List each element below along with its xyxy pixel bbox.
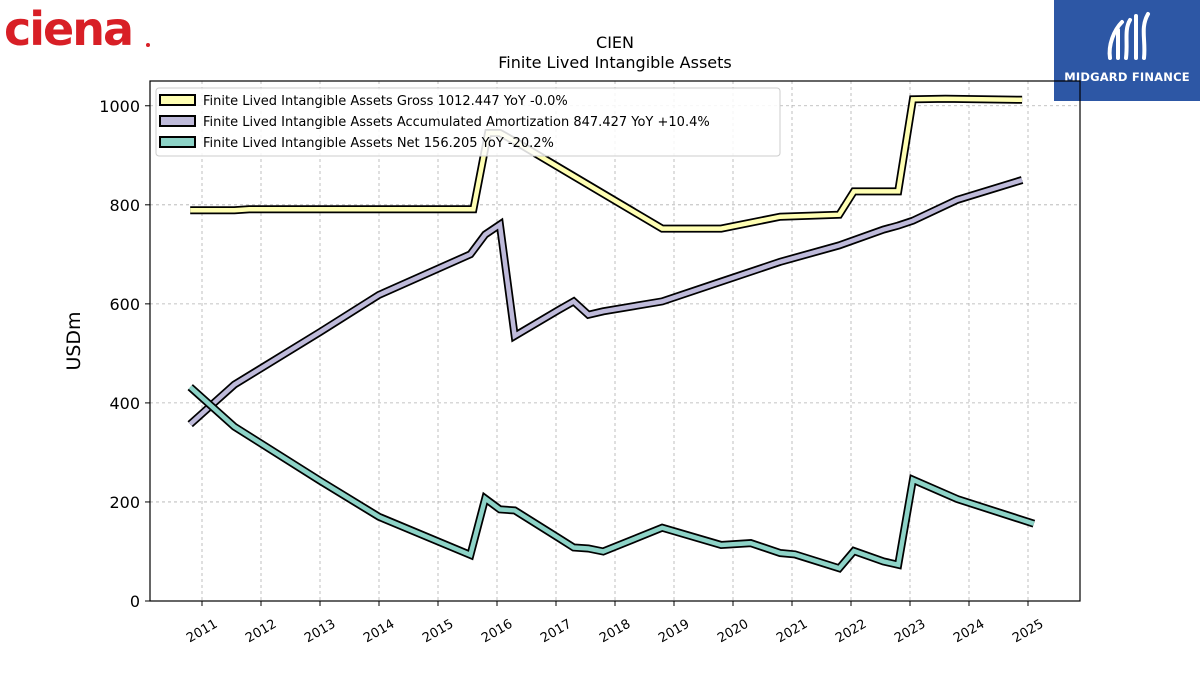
series-gross-line — [190, 96, 1023, 231]
y-tick-label: 200 — [109, 493, 140, 512]
ciena-logo-dot — [146, 43, 150, 47]
grid-lines — [150, 81, 1080, 602]
legend: Finite Lived Intangible Assets Gross 101… — [155, 87, 781, 157]
y-tick-label: 600 — [109, 295, 140, 314]
ciena-logo-text: ciena — [4, 2, 132, 55]
x-tick-label: 2012 — [243, 617, 279, 647]
x-tick-label: 2018 — [597, 617, 633, 647]
y-tick-label: 0 — [130, 592, 140, 611]
midgard-finance-logo: MIDGARD FINANCE — [1054, 0, 1200, 101]
x-tick-label: 2020 — [715, 617, 751, 647]
legend-swatch-amortization — [159, 115, 196, 127]
x-tick-label: 2015 — [420, 617, 456, 647]
legend-entry-gross: Finite Lived Intangible Assets Gross 101… — [203, 94, 568, 109]
x-tick-label: 2023 — [892, 617, 928, 647]
y-tick-label: 1000 — [99, 97, 140, 116]
chart-subtitle: Finite Lived Intangible Assets — [498, 53, 731, 72]
series-amortization-line — [188, 177, 1023, 426]
midgard-finance-name: MIDGARD FINANCE — [1064, 70, 1190, 84]
y-axis-ticks: 0 200 400 600 800 1000 — [99, 97, 150, 611]
x-tick-label: 2011 — [184, 617, 220, 647]
x-tick-label: 2014 — [361, 617, 397, 647]
legend-entry-net: Finite Lived Intangible Assets Net 156.2… — [203, 136, 554, 151]
series-lines — [187, 94, 1036, 573]
chart-title: CIEN — [596, 33, 634, 52]
y-tick-label: 800 — [109, 196, 140, 215]
x-tick-label: 2013 — [302, 617, 338, 647]
legend-entry-amortization: Finite Lived Intangible Assets Accumulat… — [203, 115, 710, 130]
y-tick-label: 400 — [109, 394, 140, 413]
x-tick-label: 2021 — [774, 617, 810, 647]
ciena-logo: ciena — [4, 0, 154, 59]
x-tick-label: 2017 — [538, 617, 574, 647]
series-net-line — [188, 385, 1035, 571]
x-tick-label: 2025 — [1010, 617, 1046, 647]
x-tick-label: 2024 — [951, 617, 987, 647]
ciena-logo-mark: ciena — [4, 2, 150, 56]
legend-swatch-net — [159, 136, 196, 148]
midgard-emblem-icon — [1107, 12, 1150, 60]
x-tick-label: 2016 — [479, 617, 515, 647]
legend-box — [155, 87, 781, 157]
x-axis-ticks: 2011 2012 2013 2014 2015 2016 2017 2018 2019 2020… — [184, 601, 1046, 646]
legend-swatch-gross — [159, 94, 196, 106]
series-amortization-line-outline — [187, 176, 1024, 428]
x-tick-label: 2019 — [656, 617, 692, 647]
y-axis-label: USDm — [63, 311, 85, 370]
x-tick-label: 2022 — [833, 617, 869, 647]
